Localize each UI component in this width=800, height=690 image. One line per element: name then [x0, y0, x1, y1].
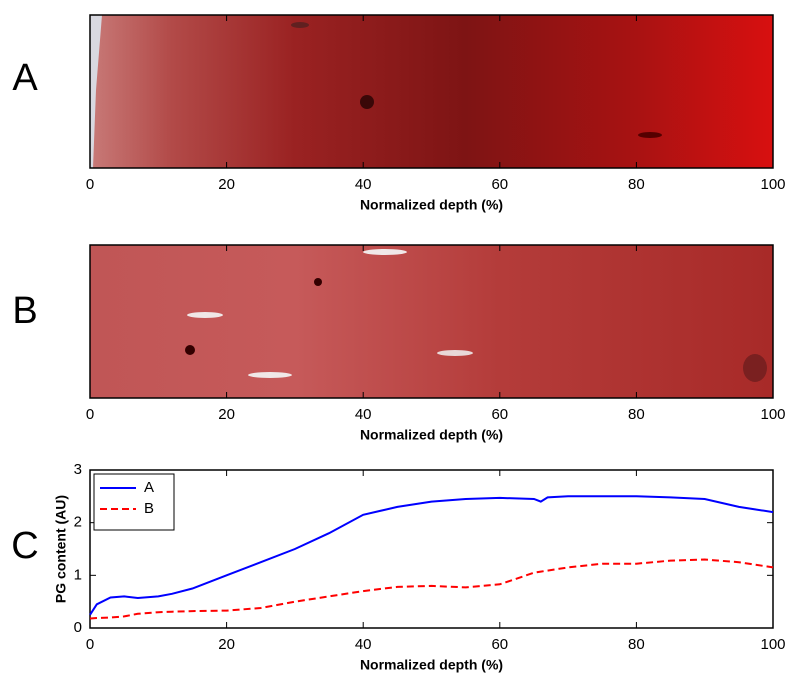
x-tick-label: 40 — [355, 406, 372, 423]
x-tick-label: 0 — [86, 636, 94, 653]
legend-label: B — [144, 500, 154, 517]
y-tick-label: 2 — [74, 514, 82, 531]
y-axis-label: PG content (AU) — [53, 495, 69, 603]
panel-label: C — [11, 525, 38, 567]
y-tick-label: 1 — [74, 566, 82, 583]
x-tick-label: 60 — [491, 406, 508, 423]
x-tick-label: 20 — [218, 176, 235, 193]
image-b — [90, 245, 773, 398]
x-tick-label: 60 — [491, 636, 508, 653]
x-axis-label: Normalized depth (%) — [360, 657, 503, 673]
x-tick-label: 100 — [760, 176, 785, 193]
legend-label: A — [144, 479, 154, 496]
x-tick-label: 80 — [628, 176, 645, 193]
image-a — [90, 15, 773, 168]
y-tick-label: 3 — [74, 461, 82, 478]
x-axis-label: Normalized depth (%) — [360, 427, 503, 443]
panel-label: B — [12, 290, 37, 332]
plot-frame — [89, 469, 774, 629]
x-tick-label: 80 — [628, 636, 645, 653]
x-tick-label: 60 — [491, 176, 508, 193]
x-tick-label: 100 — [760, 636, 785, 653]
line-series — [89, 495, 774, 616]
x-tick-label: 100 — [760, 406, 785, 423]
x-tick-label: 0 — [86, 406, 94, 423]
y-tick-label: 0 — [74, 619, 82, 636]
plot-frame — [89, 244, 774, 399]
panel-label: A — [12, 57, 38, 99]
x-tick-label: 80 — [628, 406, 645, 423]
x-tick-label: 40 — [355, 176, 372, 193]
x-tick-label: 0 — [86, 176, 94, 193]
x-tick-label: 40 — [355, 636, 372, 653]
plot-frame — [89, 14, 774, 169]
x-axis-label: Normalized depth (%) — [360, 197, 503, 213]
x-tick-label: 20 — [218, 636, 235, 653]
x-tick-label: 20 — [218, 406, 235, 423]
line-series — [89, 558, 774, 620]
legend-box — [93, 473, 175, 531]
